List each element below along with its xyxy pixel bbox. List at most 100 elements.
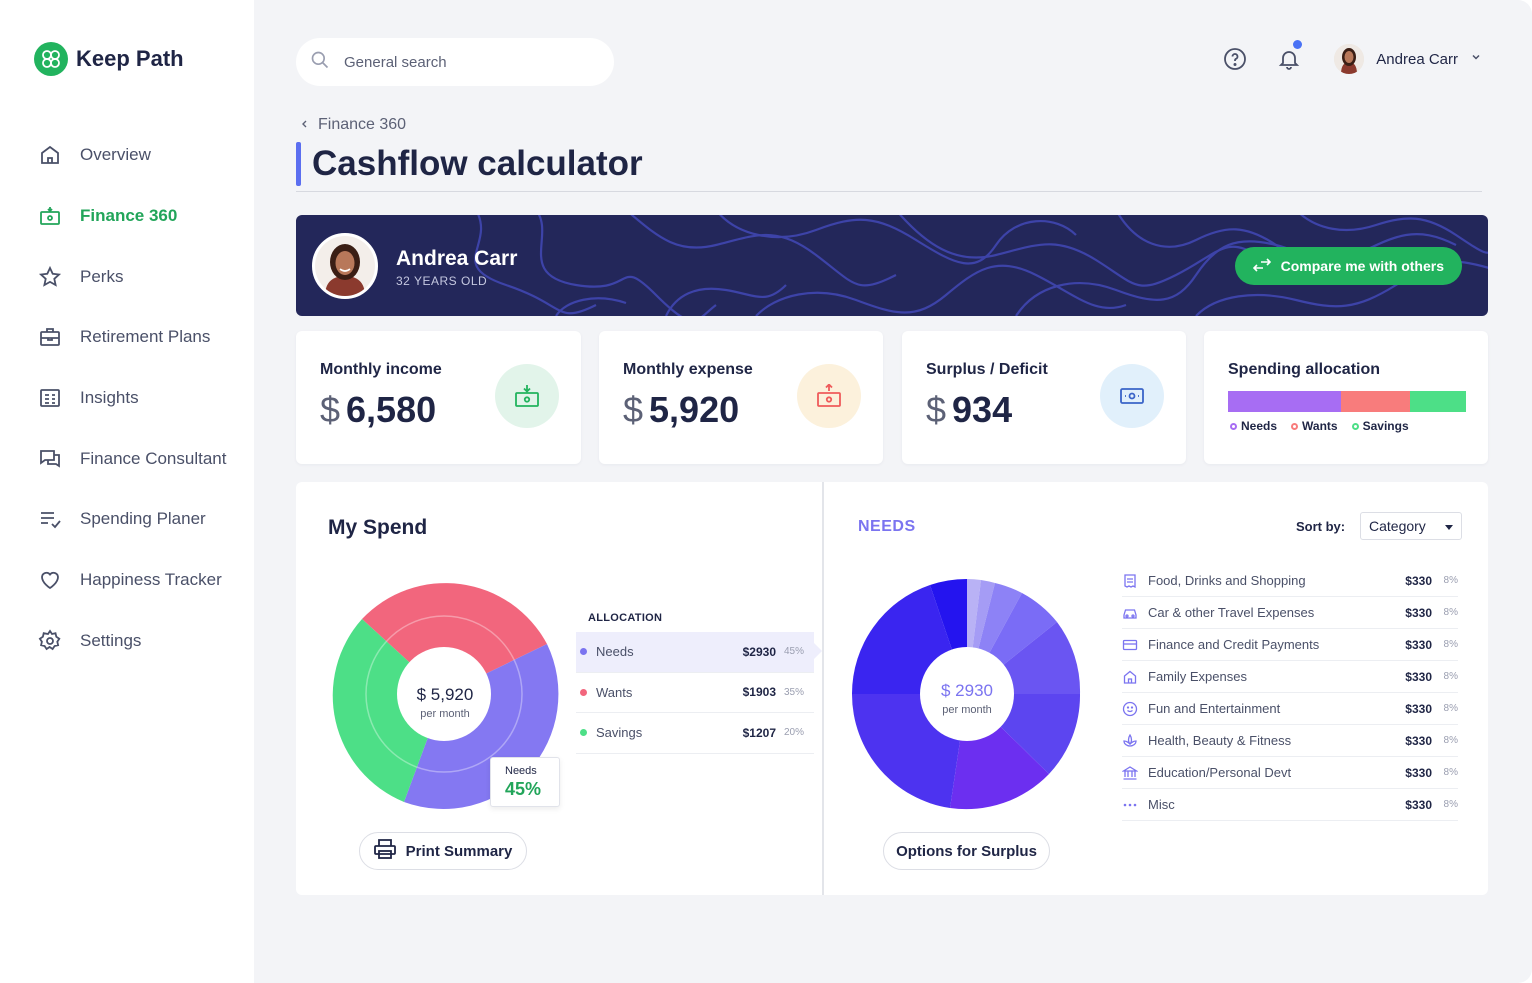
legend-item-savings: Savings <box>1351 419 1409 433</box>
car-icon <box>1122 605 1138 621</box>
category-name: Finance and Credit Payments <box>1148 637 1320 652</box>
keep-path-logo-icon <box>34 42 68 76</box>
allocation-row-needs[interactable]: Needs $2930 45% <box>576 632 814 673</box>
chevron-down-icon <box>1470 50 1482 68</box>
sidebar-item-label: Overview <box>80 145 151 165</box>
category-amount: $330 <box>1405 637 1432 652</box>
star-icon <box>38 265 62 289</box>
sidebar-item-overview[interactable]: Overview <box>38 125 226 186</box>
center-sub: per month <box>942 704 992 716</box>
search-icon <box>310 50 330 75</box>
selection-arrow-icon <box>814 643 822 659</box>
cash-icon <box>1100 364 1164 428</box>
dots-icon <box>1122 797 1138 813</box>
receipt-icon <box>1122 573 1138 589</box>
category-row[interactable]: Fun and Entertainment $330 8% <box>1122 693 1458 725</box>
category-pct: 8% <box>1443 767 1458 778</box>
row-name: Needs <box>596 644 634 660</box>
sidebar-item-perks[interactable]: Perks <box>38 246 226 307</box>
briefcase-icon <box>38 325 62 349</box>
sidebar-item-spending-planer[interactable]: Spending Planer <box>38 489 226 550</box>
category-name: Food, Drinks and Shopping <box>1148 573 1306 588</box>
needs-title: NEEDS <box>858 518 916 535</box>
savings-segment <box>332 619 444 802</box>
category-name: Car & other Travel Expenses <box>1148 605 1315 620</box>
home-icon <box>38 143 62 167</box>
sidebar-item-finance-360[interactable]: Finance 360 <box>38 186 226 247</box>
banner-user-age: 32 YEARS OLD <box>396 274 488 288</box>
search-input[interactable] <box>344 53 574 71</box>
category-row[interactable]: Family Expenses $330 8% <box>1122 661 1458 693</box>
allocation-row-savings[interactable]: Savings $1207 20% <box>576 713 814 754</box>
heart-icon <box>38 568 62 592</box>
legend-item-wants: Wants <box>1291 419 1338 433</box>
tooltip-value: 45% <box>505 779 542 799</box>
category-row[interactable]: Finance and Credit Payments $330 8% <box>1122 629 1458 661</box>
options-surplus-label: Options for Surplus <box>896 842 1037 860</box>
surplus-amount: 934 <box>952 389 1013 430</box>
sidebar-item-insights[interactable]: Insights <box>38 368 226 429</box>
center-amount: $ 2930 <box>941 681 993 700</box>
bell-icon[interactable] <box>1274 40 1304 74</box>
category-name: Misc <box>1148 797 1175 812</box>
category-amount: $330 <box>1405 669 1432 684</box>
sort-value: Category <box>1369 518 1426 534</box>
category-row[interactable]: Food, Drinks and Shopping $330 8% <box>1122 565 1458 597</box>
row-pct: 20% <box>783 727 804 739</box>
breadcrumb[interactable]: Finance 360 <box>300 116 406 134</box>
sidebar-item-finance-consultant[interactable]: Finance Consultant <box>38 428 226 489</box>
banner-user-name: Andrea Carr <box>396 247 518 270</box>
print-summary-button[interactable]: Print Summary <box>359 832 527 870</box>
print-summary-label: Print Summary <box>405 842 513 860</box>
search-bar[interactable] <box>296 38 614 86</box>
category-row[interactable]: Car & other Travel Expenses $330 8% <box>1122 597 1458 629</box>
allocation-row-wants[interactable]: Wants $1903 35% <box>576 673 814 714</box>
topography-pattern <box>474 215 1488 316</box>
category-row[interactable]: Education/Personal Devt $330 8% <box>1122 757 1458 789</box>
compare-arrows-icon <box>1252 257 1271 275</box>
user-menu[interactable]: Andrea Carr <box>1334 44 1482 74</box>
legend-dot <box>1291 423 1299 430</box>
currency-symbol: $ <box>320 389 341 430</box>
category-amount: $330 <box>1405 765 1432 780</box>
category-pct: 8% <box>1443 639 1458 650</box>
brand-name: Keep Path <box>76 46 184 71</box>
home-icon <box>1122 669 1138 685</box>
sidebar-item-label: Finance 360 <box>80 206 178 226</box>
sidebar-item-label: Settings <box>80 630 142 650</box>
sort-by-label: Sort by: <box>1296 519 1346 534</box>
sort-select[interactable]: Category <box>1360 512 1462 540</box>
compare-button[interactable]: Compare me with others <box>1234 247 1462 285</box>
gear-icon <box>38 629 62 653</box>
category-row[interactable]: Health, Beauty & Fitness $330 8% <box>1122 725 1458 757</box>
category-pct: 8% <box>1443 735 1458 746</box>
stat-label: Surplus / Deficit <box>926 361 1048 378</box>
chevron-left-icon <box>300 116 310 134</box>
row-amount: $1207 <box>742 725 776 740</box>
stat-value: $934 <box>926 389 1012 431</box>
help-icon[interactable] <box>1220 44 1250 74</box>
monthly-income-card: Monthly income $6,580 <box>296 331 581 464</box>
sidebar-item-settings[interactable]: Settings <box>38 611 226 672</box>
row-amount: $2930 <box>742 644 776 659</box>
sidebar-item-happiness-tracker[interactable]: Happiness Tracker <box>38 550 226 611</box>
category-pct: 8% <box>1443 575 1458 586</box>
row-amount: $1903 <box>742 685 776 700</box>
brand[interactable]: Keep Path <box>34 42 184 76</box>
needs-dot <box>580 648 587 656</box>
category-row[interactable]: Misc $330 8% <box>1122 789 1458 821</box>
options-for-surplus-button[interactable]: Options for Surplus <box>883 832 1050 870</box>
my-spend-center-label: $ 5,920 per month <box>395 685 495 720</box>
category-amount: $330 <box>1405 733 1432 748</box>
category-name: Family Expenses <box>1148 669 1247 684</box>
smile-icon <box>1122 701 1138 717</box>
spend-panel: My Spend $ 5,920 per month Needs 45% ALL… <box>296 482 1488 895</box>
needs-pie-chart[interactable] <box>851 578 1083 810</box>
sidebar-item-label: Spending Planer <box>80 509 206 529</box>
category-amount: $330 <box>1405 797 1432 812</box>
panel-divider <box>822 482 824 895</box>
sidebar-item-retirement-plans[interactable]: Retirement Plans <box>38 307 226 368</box>
caret-down-icon <box>1445 518 1453 534</box>
my-spend-donut-chart[interactable] <box>324 574 564 814</box>
legend-label: Savings <box>1362 419 1409 433</box>
